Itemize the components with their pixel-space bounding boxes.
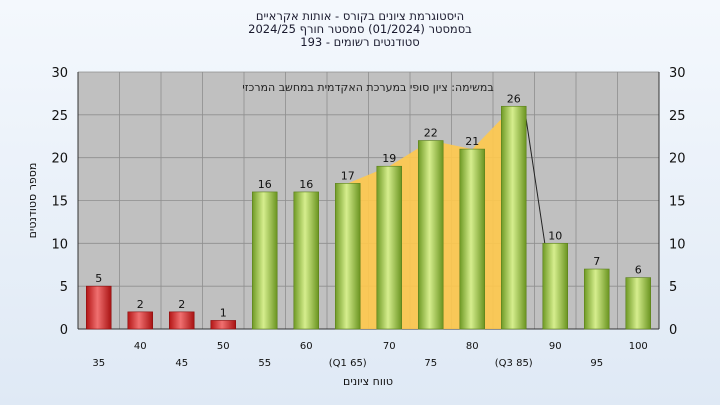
x-tick-label-35: 35 <box>92 358 105 369</box>
value-label-75: 22 <box>424 127 438 140</box>
value-label-90: 10 <box>548 229 562 242</box>
x-tick-label-95: 95 <box>590 358 603 369</box>
x-axis-title: טווח ציונים <box>343 375 393 388</box>
title-line-1: היסטוגרמת ציונים בקורס - אותות אקראיים <box>255 9 465 23</box>
y-tick-label-left: 0 <box>60 323 68 338</box>
x-tick-label-40: 40 <box>134 341 147 352</box>
y-tick-label-left: 15 <box>51 195 68 210</box>
x-tick-label-100: 100 <box>629 341 648 352</box>
value-label-70: 19 <box>382 152 396 165</box>
y-tick-label-right: 30 <box>669 66 686 81</box>
value-label-35: 5 <box>95 272 102 285</box>
value-label-100: 6 <box>635 264 642 277</box>
y-tick-label-left: 10 <box>51 237 68 252</box>
x-tick-label-80: 80 <box>466 341 479 352</box>
title-line-3: סטודנטים רשומים - 193 <box>300 35 420 49</box>
x-tick-label-55: 55 <box>258 358 271 369</box>
value-label-65: 17 <box>341 169 355 182</box>
bar-50 <box>210 320 237 330</box>
y-tick-label-right: 5 <box>669 280 677 295</box>
bar-95 <box>583 268 610 330</box>
y-tick-label-left: 20 <box>51 152 68 167</box>
value-label-40: 2 <box>137 298 144 311</box>
bar-70 <box>376 165 402 330</box>
y-axis-title: מספר סטודנטים <box>26 163 39 239</box>
bar-80 <box>459 148 485 330</box>
bar-40 <box>127 311 154 330</box>
y-tick-label-right: 10 <box>669 237 686 252</box>
bar-90 <box>542 243 568 330</box>
bar-85 <box>500 105 527 330</box>
x-tick-label-70: 70 <box>383 341 396 352</box>
y-tick-label-right: 20 <box>669 152 686 167</box>
bar-100 <box>625 277 651 330</box>
y-tick-label-right: 0 <box>669 323 677 338</box>
value-label-85: 26 <box>507 92 521 105</box>
bar-75 <box>417 140 444 330</box>
x-tick-label-60: 60 <box>300 341 313 352</box>
value-label-45: 2 <box>178 298 185 311</box>
value-label-55: 16 <box>258 178 272 191</box>
y-tick-label-left: 5 <box>60 280 68 295</box>
value-label-95: 7 <box>593 255 600 268</box>
bar-65 <box>334 183 361 330</box>
x-tick-label-65: (Q1 65) <box>329 358 367 369</box>
bar-55 <box>252 191 278 330</box>
q3-connector-line <box>523 106 546 244</box>
x-tick-label-50: 50 <box>217 341 230 352</box>
bar-45 <box>169 311 195 330</box>
plot-annotation: במשימה: ציון סופי במערכת האקדמית במחשב ה… <box>242 81 493 94</box>
value-label-50: 1 <box>220 306 227 319</box>
x-tick-label-85: (Q3 85) <box>495 358 533 369</box>
x-tick-label-75: 75 <box>424 358 437 369</box>
y-tick-label-right: 25 <box>669 109 686 124</box>
value-label-80: 21 <box>465 135 479 148</box>
y-tick-label-left: 25 <box>51 109 68 124</box>
bar-60 <box>293 191 319 330</box>
y-tick-label-right: 15 <box>669 195 686 210</box>
chart-title: היסטוגרמת ציונים בקורס - אותות אקראיים ב… <box>0 10 720 49</box>
x-tick-label-45: 45 <box>175 358 188 369</box>
y-tick-label-left: 30 <box>51 66 68 81</box>
value-label-60: 16 <box>299 178 313 191</box>
title-line-2: בסמסטר (01/2024) סמסטר חורף 2024/25 <box>248 22 472 36</box>
bar-35 <box>86 285 112 330</box>
x-tick-label-90: 90 <box>549 341 562 352</box>
